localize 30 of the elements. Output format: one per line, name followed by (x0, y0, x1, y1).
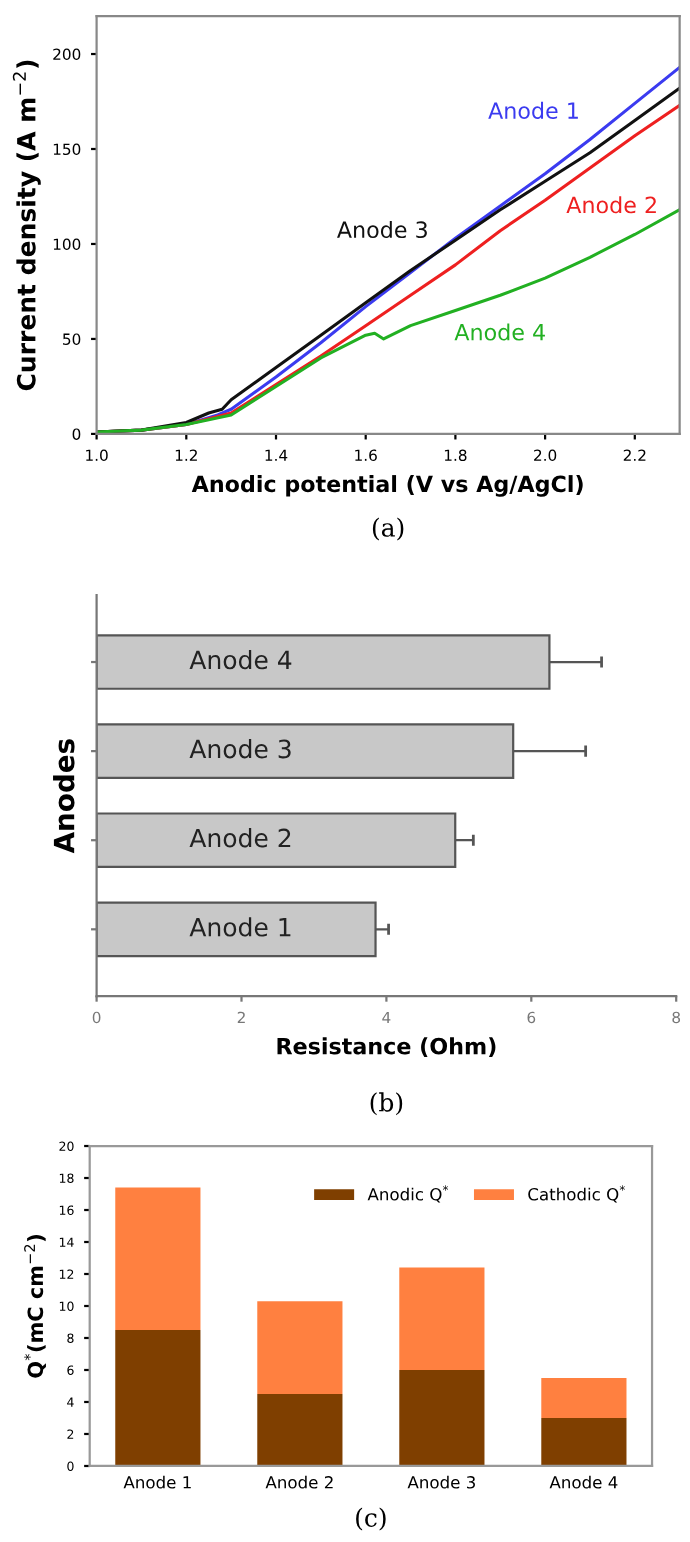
series-label: Anode 2 (566, 196, 656, 214)
x-tick-label: Anode 3 (407, 1475, 475, 1489)
category-label: Anode 2 (189, 828, 291, 848)
category-label: Anode 4 (189, 649, 292, 670)
y-axis-title: Q$^{*}$(mC cm$^{−2}$) (24, 1235, 46, 1378)
text: (c) (356, 1507, 386, 1531)
series-label: Anode 3 (337, 220, 427, 239)
bar (257, 1301, 343, 1394)
text: (a) (372, 517, 404, 541)
x-tick-label: Anode 1 (123, 1475, 191, 1489)
x-tick-label: Anode 2 (265, 1475, 333, 1489)
series-label: Anode 1 (488, 101, 578, 120)
y-axis-title: Anodes (53, 739, 75, 854)
x-axis-title: Anodic potential (V vs Ag/AgCl) (191, 475, 583, 497)
legend-label: Anodic Q$^{*}$ (367, 1185, 449, 1203)
bar (541, 1377, 627, 1418)
bar (399, 1369, 485, 1466)
x-tick-label: Anode 4 (549, 1475, 618, 1489)
legend-label: Cathodic Q$^{*}$ (528, 1185, 625, 1203)
bar (399, 1267, 485, 1370)
category-label: Anode 1 (189, 917, 291, 937)
bar (115, 1187, 201, 1330)
y-axis-title: Current density (A m$^{−2}$) (12, 60, 41, 391)
series-label: Anode 4 (454, 323, 545, 341)
x-axis-title: Resistance (Ohm) (277, 1037, 496, 1058)
category-label: Anode 3 (189, 739, 291, 759)
bar (115, 1329, 201, 1466)
text: (b) (370, 1092, 403, 1116)
bar (257, 1393, 343, 1466)
bar (541, 1417, 627, 1466)
